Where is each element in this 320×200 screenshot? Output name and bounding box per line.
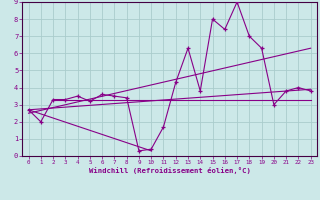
X-axis label: Windchill (Refroidissement éolien,°C): Windchill (Refroidissement éolien,°C): [89, 167, 251, 174]
